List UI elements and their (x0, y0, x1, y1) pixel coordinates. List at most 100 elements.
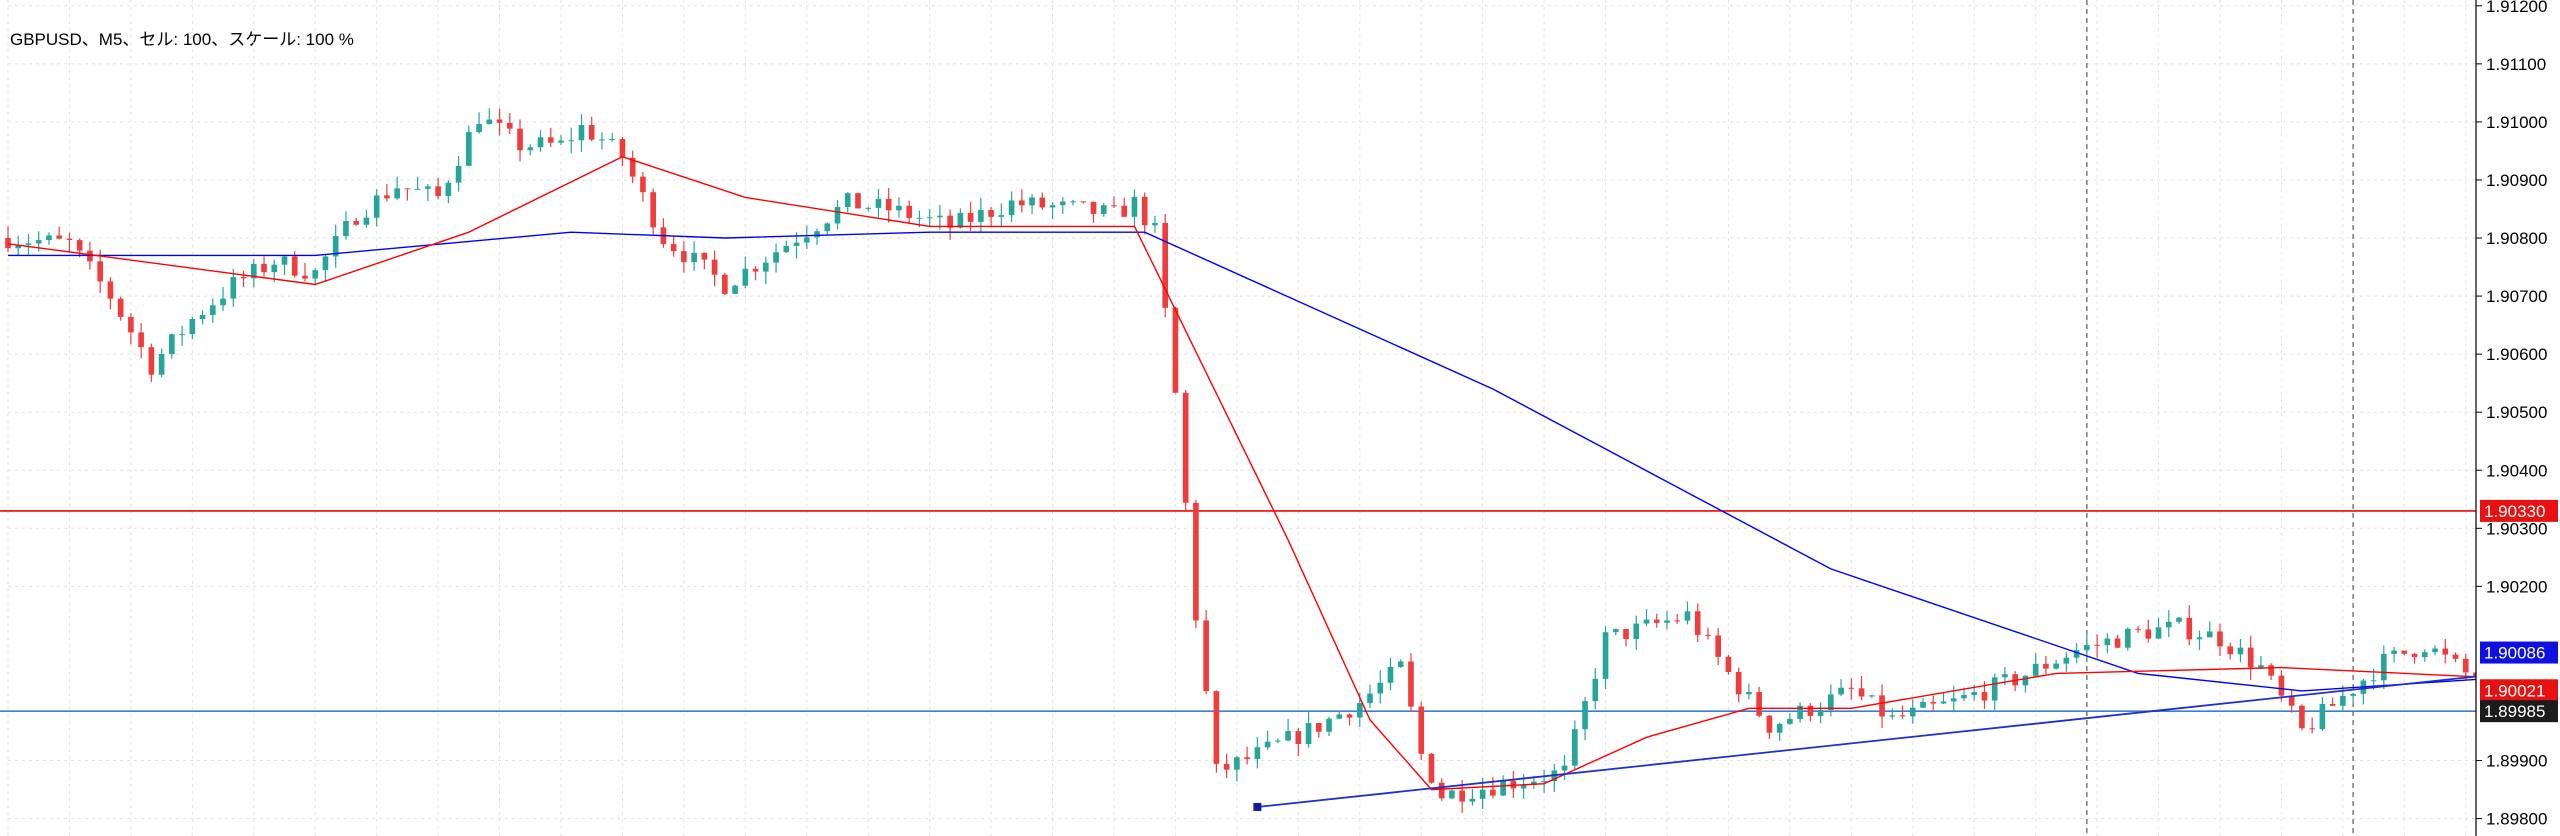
candle (1787, 713, 1793, 726)
candle (2043, 656, 2049, 675)
candle-body (1797, 705, 1803, 719)
candle (2309, 717, 2315, 734)
candle-body (2370, 680, 2377, 682)
candle-body (25, 243, 32, 245)
candle-body (1326, 718, 1332, 732)
candle (2104, 633, 2111, 654)
candle-body (2217, 631, 2223, 647)
candle-body (169, 334, 175, 354)
candle-body (2462, 658, 2469, 673)
price-tag-label: 1.89985 (2484, 702, 2545, 721)
candle-body (199, 314, 206, 320)
candle-body (1961, 694, 1967, 699)
candle-body (332, 236, 339, 257)
candle-body (148, 347, 155, 375)
candle-body (2063, 657, 2070, 664)
candle-body (1500, 780, 1506, 796)
candle-body (1182, 392, 1189, 503)
candle-body (230, 277, 237, 299)
tick-label: 1.89900 (2486, 752, 2547, 771)
candle-body (1848, 687, 1855, 689)
candle-body (2247, 647, 2254, 668)
candle-body (1346, 714, 1353, 718)
candle-body (1039, 197, 1046, 208)
candle-body (2381, 653, 2387, 681)
candle-body (1264, 741, 1271, 748)
candle (2125, 627, 2131, 651)
candle (220, 287, 226, 312)
candle-body (2206, 631, 2213, 638)
candle (506, 113, 513, 135)
candle-body (599, 139, 605, 141)
candle-body (2125, 628, 2131, 648)
candle (588, 116, 595, 142)
candle (906, 200, 912, 225)
candle-body (2350, 693, 2356, 696)
candle-body (1019, 200, 1025, 206)
candle (343, 211, 349, 240)
trendline-anchor-start (1253, 802, 1262, 811)
candle-body (1121, 205, 1128, 217)
candle (650, 188, 656, 235)
candle (1080, 201, 1087, 204)
candle-body (1889, 715, 1896, 717)
candle (394, 176, 400, 200)
candle (2155, 617, 2162, 639)
candle-body (476, 124, 482, 133)
candle-body (906, 205, 912, 218)
candle (1807, 703, 1814, 722)
candle (2196, 630, 2203, 650)
candle (445, 180, 452, 204)
candle (670, 235, 677, 257)
candle-body (1223, 763, 1230, 770)
candle (1838, 679, 1844, 696)
candle (2165, 610, 2172, 638)
candle-body (1234, 757, 1240, 770)
candle-body (66, 238, 73, 241)
tick-label: 1.90600 (2486, 345, 2547, 364)
candle-body (978, 209, 984, 222)
candle-body (1203, 620, 1209, 692)
candle-body (619, 138, 626, 158)
candle (1961, 687, 1967, 702)
candle (496, 108, 503, 136)
candle (2258, 656, 2264, 670)
candle (2114, 634, 2121, 649)
candle (1623, 628, 1629, 647)
trendline-group (1253, 666, 2560, 811)
candle (1735, 667, 1742, 703)
candle-body (1787, 718, 1793, 724)
candle (322, 254, 329, 282)
candle-body (394, 188, 400, 199)
candle (1705, 627, 1711, 640)
candle (281, 255, 288, 276)
candle-body (1131, 196, 1138, 217)
candle (1172, 306, 1179, 394)
candle (2217, 623, 2223, 657)
candle (773, 243, 779, 273)
candle (844, 192, 851, 213)
price-tag (2480, 641, 2558, 664)
candle-body (158, 353, 165, 375)
candle (1694, 603, 1701, 642)
candle (2237, 639, 2244, 663)
candle-body (1572, 729, 1578, 766)
candle-body (1080, 201, 1087, 203)
candle (2442, 638, 2449, 664)
candle (885, 188, 892, 223)
candle (2401, 650, 2408, 656)
candle-body (896, 205, 902, 211)
candle (1367, 684, 1373, 709)
candle (629, 150, 636, 184)
candle-body (1059, 201, 1066, 206)
candle-body (875, 198, 882, 208)
candle-body (435, 186, 441, 197)
candle-body (1162, 222, 1169, 308)
candle-body (2309, 728, 2315, 730)
candle-body (1172, 307, 1179, 393)
candle (834, 199, 841, 230)
candle (855, 193, 861, 209)
candle-body (261, 263, 267, 273)
